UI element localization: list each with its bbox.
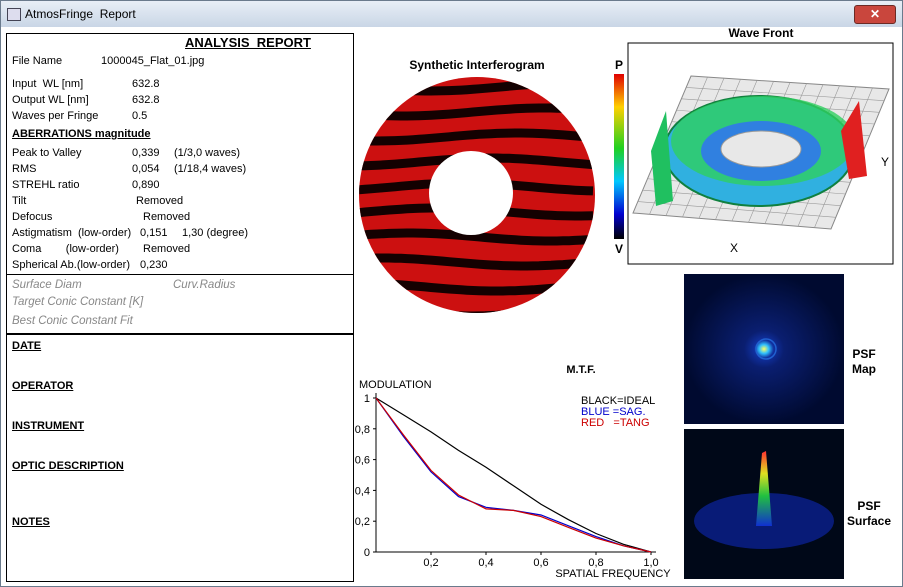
field-note: 1,30 (degree)	[182, 227, 249, 239]
field-value: 0.5	[132, 110, 148, 122]
field-label: STREHL ratio	[12, 179, 80, 191]
fringe	[359, 103, 594, 121]
panel-title: PSF	[852, 347, 875, 361]
mtf-curve	[375, 397, 652, 553]
y-tick-label: 0,8	[355, 424, 370, 436]
y-tick-label: 0,4	[355, 485, 370, 497]
field-value: 632.8	[132, 78, 160, 90]
field-value: 0,339	[132, 147, 160, 159]
title-bar: AtmosFringe Report ✕	[1, 1, 902, 27]
field-value: 0,890	[132, 179, 160, 191]
field-value: Removed	[136, 195, 184, 207]
y-tick-label: 0,6	[355, 455, 370, 467]
chart-title: M.T.F.	[566, 364, 595, 376]
x-tick-label: 0,2	[423, 557, 438, 569]
psf-peak	[756, 451, 772, 526]
surface-field: Surface Diam	[12, 279, 82, 291]
field-label: Output WL [nm]	[12, 94, 89, 106]
mesh-line	[637, 201, 836, 218]
panel-title: Surface	[847, 514, 891, 528]
section-heading: DATE	[12, 340, 42, 352]
surface-field: Curv.Radius	[173, 279, 236, 291]
panel-title: PSF	[857, 499, 880, 513]
field-value: 632.8	[132, 94, 160, 106]
scale-label: P	[615, 58, 623, 72]
y-axis-label: MODULATION	[359, 379, 432, 391]
field-label: Coma (low-order)	[12, 243, 119, 255]
section-heading: OPERATOR	[12, 380, 74, 392]
field-value: Removed	[143, 211, 191, 223]
field-value: 1000045_Flat_01.jpg	[101, 55, 205, 67]
interferogram-hole	[429, 151, 513, 235]
field-label: Spherical Ab.(low-order)	[12, 259, 130, 271]
legend-entry: BLACK=IDEAL	[581, 395, 655, 407]
field-value: 0,230	[140, 259, 168, 271]
field-label: Peak to Valley	[12, 147, 82, 159]
section-heading: OPTIC DESCRIPTION	[12, 460, 124, 472]
surface-field: Target Conic Constant [K]	[12, 296, 144, 308]
field-value: 0,054	[132, 163, 160, 175]
field-label: Tilt	[12, 195, 27, 207]
fringe	[359, 228, 594, 246]
surface-field: Best Conic Constant Fit	[12, 315, 133, 327]
field-label: Waves per Fringe	[12, 110, 99, 122]
report-box	[6, 33, 354, 334]
app-icon	[7, 8, 21, 21]
legend-entry: BLUE =SAG.	[581, 406, 646, 418]
x-tick-label: 1,0	[643, 557, 658, 569]
fringe	[359, 128, 594, 146]
panel-title: Map	[852, 362, 876, 376]
window-title: AtmosFringe Report	[25, 7, 136, 21]
x-tick-label: 0,8	[588, 557, 603, 569]
field-label: Defocus	[12, 211, 53, 223]
section-heading: ABERRATIONS magnitude	[12, 128, 151, 140]
field-label: Input WL [nm]	[12, 78, 84, 90]
axis-label: X	[730, 241, 738, 255]
field-label: File Name	[12, 55, 63, 67]
x-tick-label: 0,6	[533, 557, 548, 569]
y-tick-label: 0	[364, 547, 370, 559]
section-heading: INSTRUMENT	[12, 420, 85, 432]
legend-entry: RED =TANG	[581, 417, 650, 429]
mtf-curve	[375, 397, 652, 553]
separator	[6, 274, 353, 275]
field-value: Removed	[143, 243, 191, 255]
field-label: RMS	[12, 163, 37, 175]
section-heading: NOTES	[12, 516, 50, 528]
psf-map	[684, 274, 844, 424]
panel-title: Synthetic Interferogram	[409, 58, 544, 72]
field-value: 0,151	[140, 227, 168, 239]
field-note: (1/18,4 waves)	[174, 163, 247, 175]
y-tick-label: 1	[364, 393, 370, 405]
y-tick-label: 0,2	[355, 516, 370, 528]
notes-box	[6, 334, 354, 582]
wavefront-surface	[632, 75, 890, 230]
fringe	[359, 253, 594, 271]
panel-title: Wave Front	[729, 26, 794, 40]
field-label: Astigmatism (low-order)	[12, 227, 132, 239]
color-scale	[614, 74, 624, 239]
report-title: ANALYSIS REPORT	[185, 35, 311, 50]
field-note: (1/3,0 waves)	[174, 147, 241, 159]
x-axis-label: SPATIAL FREQUENCY	[555, 568, 671, 580]
x-tick-label: 0,4	[478, 557, 493, 569]
psf-ring	[755, 338, 777, 360]
axis-label: Y	[881, 155, 889, 169]
close-button[interactable]: ✕	[854, 5, 896, 24]
scale-label: V	[615, 242, 623, 256]
